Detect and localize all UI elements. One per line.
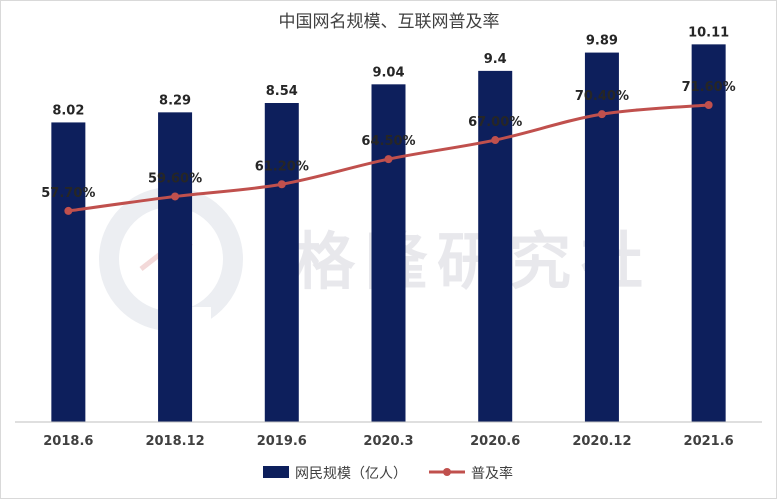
rate-point-2019.6: [277, 180, 286, 189]
watermark-text: 格隆研究社: [293, 225, 653, 298]
bar-2020.6: [478, 70, 513, 422]
legend-line-marker: [443, 468, 451, 476]
x-tick-label: 2020.3: [363, 434, 413, 449]
rate-value-label: 71.60%: [682, 80, 736, 95]
rate-point-2020.12: [597, 110, 606, 119]
chart-title: 中国网名规模、互联网普及率: [279, 12, 500, 32]
x-tick-label: 2018.12: [145, 434, 204, 449]
x-axis-ticks: 2018.6 2018.12 2019.6 2020.3 2020.6 2020.12 20…: [43, 434, 733, 449]
bar-2018.12: [158, 112, 193, 422]
rate-line-series: [64, 101, 713, 215]
bar-value-label: 9.4: [484, 52, 507, 67]
legend-bar-label: 网民规模（亿人）: [295, 466, 407, 482]
rate-value-label: 61.20%: [255, 159, 309, 174]
bar-value-label: 10.11: [688, 25, 729, 40]
bar-value-label: 9.89: [586, 34, 618, 49]
x-tick-label: 2020.6: [470, 434, 520, 449]
rate-value-label: 64.50%: [361, 134, 415, 149]
bar-value-labels: 8.02 8.29 8.54 9.04 9.4 9.89 10.11: [52, 25, 729, 118]
rate-point-2018.12: [171, 192, 180, 201]
rate-point-2020.3: [384, 155, 393, 164]
bar-2020.12: [584, 52, 619, 423]
bar-value-label: 8.54: [266, 84, 298, 99]
bar-value-label: 8.29: [159, 93, 191, 108]
rate-value-label: 59.60%: [148, 171, 202, 186]
rate-value-label: 70.40%: [575, 89, 629, 104]
legend-bar-swatch: [263, 466, 289, 478]
rate-value-label: 67.00%: [468, 115, 522, 130]
bar-value-label: 9.04: [372, 65, 404, 80]
rate-point-2021.6: [704, 101, 713, 110]
x-tick-label: 2021.6: [684, 434, 734, 449]
rate-point-2020.6: [491, 136, 500, 145]
rate-value-label: 57.70%: [41, 186, 95, 201]
legend: 网民规模（亿人） 普及率: [263, 465, 513, 482]
rate-value-labels: 57.70% 59.60% 61.20% 64.50% 67.00% 70.40% 71.6…: [41, 80, 735, 201]
bar-value-label: 8.02: [52, 103, 84, 118]
x-tick-label: 2020.12: [572, 434, 631, 449]
bar-2020.3: [371, 84, 406, 423]
bar-2018.6: [51, 122, 86, 422]
x-tick-label: 2019.6: [257, 434, 307, 449]
rate-point-2018.6: [64, 206, 73, 215]
x-tick-label: 2018.6: [43, 434, 93, 449]
bar-2021.6: [691, 44, 726, 423]
bar-2019.6: [264, 103, 299, 422]
legend-line-label: 普及率: [471, 465, 513, 482]
